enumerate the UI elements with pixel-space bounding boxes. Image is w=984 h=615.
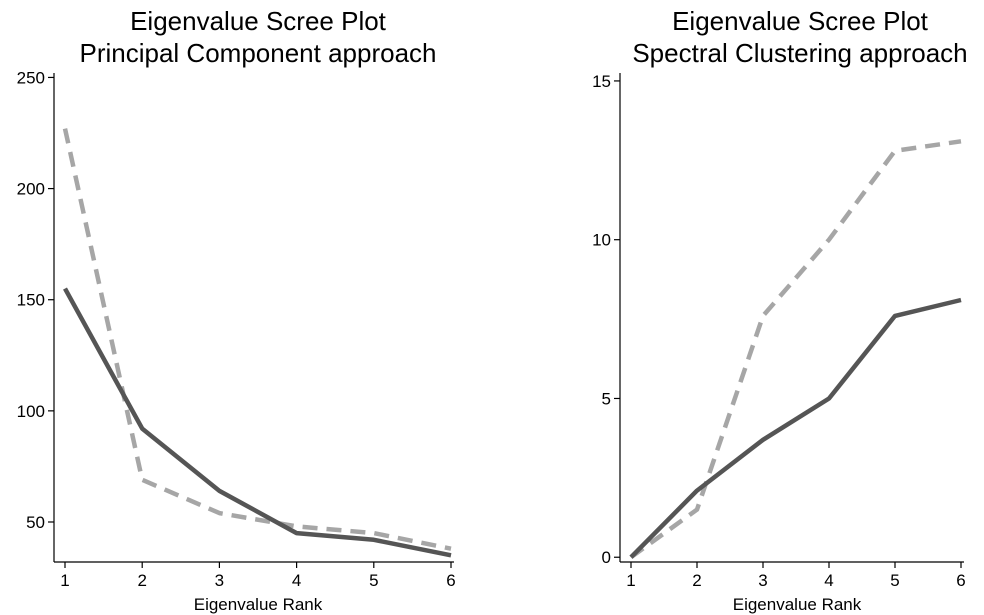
spectral-y-tick-label: 15 — [592, 72, 611, 91]
pca-scree-panel: Eigenvalue Scree Plot Principal Componen… — [17, 6, 456, 614]
spectral-x-tick-label: 1 — [626, 571, 635, 590]
spectral-chart-subtitle: Spectral Clustering approach — [632, 38, 967, 68]
pca-x-tick-label: 3 — [215, 571, 224, 590]
pca-chart-title: Eigenvalue Scree Plot — [130, 6, 387, 36]
pca-x-axis-label: Eigenvalue Rank — [194, 595, 323, 614]
spectral-chart-title: Eigenvalue Scree Plot — [672, 6, 929, 36]
spectral-x-tick-label: 5 — [890, 571, 899, 590]
spectral-plot-area: 0 5 10 15 1 2 3 4 5 6 — [592, 72, 966, 590]
spectral-series-dashed-line — [629, 139, 962, 560]
pca-x-tick-label: 1 — [60, 571, 69, 590]
spectral-x-tick-label: 3 — [758, 571, 767, 590]
pca-x-tick-label: 5 — [369, 571, 378, 590]
spectral-series-solid-line — [629, 297, 962, 559]
pca-chart-subtitle: Principal Component approach — [80, 38, 437, 68]
pca-series-dashed-line — [62, 128, 452, 551]
spectral-y-tick-label: 0 — [602, 548, 611, 567]
spectral-y-tick-label: 5 — [602, 389, 611, 408]
pca-series-solid-line — [63, 287, 452, 558]
pca-plot-area: 50 100 150 200 250 1 2 3 4 5 6 — [17, 68, 456, 590]
spectral-y-tick-label: 10 — [592, 231, 611, 250]
spectral-x-tick-label: 6 — [956, 571, 965, 590]
spectral-x-axis-label: Eigenvalue Rank — [733, 595, 862, 614]
spectral-x-tick-label: 4 — [824, 571, 833, 590]
spectral-x-tick-label: 2 — [692, 571, 701, 590]
pca-y-tick-label: 150 — [17, 291, 45, 310]
spectral-scree-panel: Eigenvalue Scree Plot Spectral Clusterin… — [592, 6, 968, 614]
pca-x-tick-label: 6 — [446, 571, 455, 590]
pca-y-tick-label: 250 — [17, 68, 45, 87]
pca-x-tick-label: 2 — [137, 571, 146, 590]
pca-x-tick-label: 4 — [292, 571, 301, 590]
pca-y-tick-label: 100 — [17, 402, 45, 421]
pca-y-tick-label: 50 — [26, 513, 45, 532]
pca-y-tick-label: 200 — [17, 180, 45, 199]
